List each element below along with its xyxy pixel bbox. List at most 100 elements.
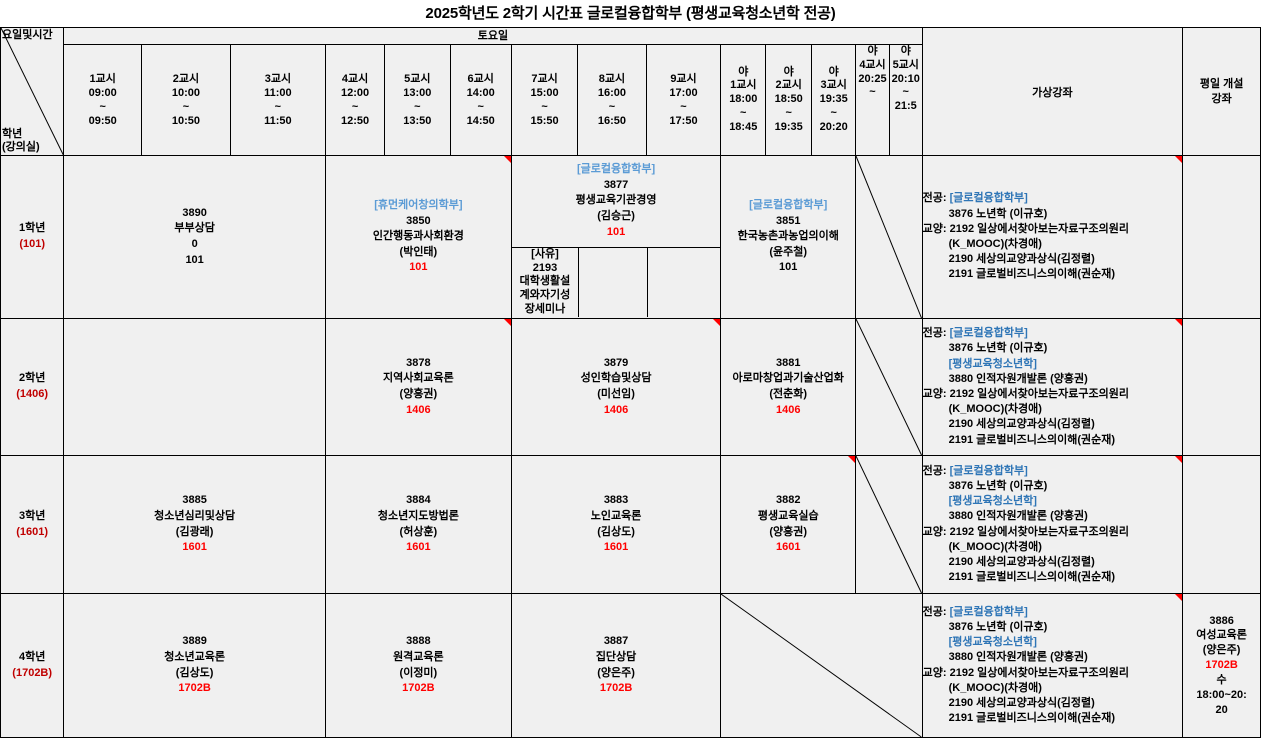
course-cell-3-1[interactable]: 3885 청소년심리및상담 (김광래) 1601 xyxy=(63,455,326,594)
virtual-course-cell-2[interactable]: 전공: [글로컬융합학부] 3876 노년학 (이규호) [평생교육청소년학] … xyxy=(921,318,1184,456)
major-label: 전공: xyxy=(922,464,947,477)
saturday-header: 토요일 xyxy=(63,27,923,45)
course-cell-1-2[interactable]: [휴먼케어창의학부] 3850 인간행동과사회환경 (박인태) 101 xyxy=(324,155,512,319)
weekday-course-cell-4[interactable]: 3886 여성교육론 (양은주) 1702B 수 18:00~20: 20 xyxy=(1182,593,1261,738)
page-title: 2025학년도 2학기 시간표 글로컬융합학부 (평생교육청소년학 전공) xyxy=(425,5,836,22)
course-name: 원격교육론 xyxy=(393,650,444,663)
course-cell-1-3[interactable]: [글로컬융합학부] 3877 평생교육기관경영 (김승근) 101 xyxy=(512,156,720,248)
course-department: [글로컬융합학부] xyxy=(576,163,656,176)
course-cell-1-1[interactable]: 3890 부부상담 0 101 xyxy=(63,155,326,319)
night-period-header-5: 야 5교시 20:10 ~ 21:5 xyxy=(888,44,923,156)
period-tilde: ~ xyxy=(541,101,548,113)
period-start: 12:00 xyxy=(340,86,370,99)
course-code: 3886 xyxy=(1209,614,1234,627)
period-end: 21:5 xyxy=(894,100,917,112)
course-name: 청소년심리및상담 xyxy=(154,509,236,522)
course-day: 수 xyxy=(1216,673,1227,686)
strikethrough-diagonal-icon xyxy=(856,156,922,318)
ge-course: 2190 세상의교양과상식(김정렬) xyxy=(948,555,1095,568)
period-header-9: 9교시 17:00 ~ 17:50 xyxy=(645,44,722,156)
course-name: 인간행동과사회환경 xyxy=(372,230,464,243)
empty-cell[interactable] xyxy=(646,246,720,317)
course-time-2: 20 xyxy=(1215,703,1228,716)
year-cell-2: 2학년 (1406) xyxy=(0,318,65,456)
virtual-course-header: 가상강좌 xyxy=(921,27,1184,156)
ge-course: (K_MOOC)(차경애) xyxy=(948,238,1042,250)
course-professor: (양흥권) xyxy=(399,388,438,400)
empty-cell-2-1[interactable] xyxy=(63,318,326,456)
weekday-course-cell-2[interactable] xyxy=(1182,318,1261,456)
period-name: 6교시 xyxy=(467,72,494,85)
table-row: 1학년 (101) 3890 부부상담 0 101 [휴먼케어창의학부] 385… xyxy=(0,155,1261,319)
period-name: 3교시 xyxy=(264,72,292,85)
period-header-2: 2교시 10:00 ~ 10:50 xyxy=(141,44,231,156)
course-cell-4-1[interactable]: 3889 청소년교육론 (김상도) 1702B xyxy=(63,593,326,738)
virtual-course-cell-3[interactable]: 전공: [글로컬융합학부] 3876 노년학 (이규호) [평생교육청소년학] … xyxy=(921,455,1184,594)
course-code: 3881 xyxy=(775,356,801,369)
sub-department: [평생교육청소년학] xyxy=(948,357,1037,370)
ge-label: 교양: xyxy=(922,222,947,235)
course-code: 3888 xyxy=(406,635,431,648)
period-start: 14:00 xyxy=(466,86,495,99)
period-name: 1교시 xyxy=(730,79,757,92)
comment-marker-icon xyxy=(1175,319,1182,326)
course-cell-2-3[interactable]: 3879 성인학습및상담 (미선임) 1406 xyxy=(510,318,722,456)
period-tilde: ~ xyxy=(830,106,837,119)
period-name: 9교시 xyxy=(670,72,697,85)
empty-cell[interactable] xyxy=(578,246,648,317)
course-name: 청소년지도방법론 xyxy=(377,509,459,522)
year-label: 4학년 xyxy=(18,650,46,663)
course-cell-3-3[interactable]: 3883 노인교육론 (김상도) 1601 xyxy=(510,455,722,594)
ge-course-first: 2192 일상에서찾아보는자료구조의원리 xyxy=(949,388,1129,400)
year-room: (1702B) xyxy=(12,666,53,679)
course-code: 3877 xyxy=(603,178,629,191)
course-name: 노인교육론 xyxy=(590,509,642,522)
course-professor: (전춘화) xyxy=(769,388,808,400)
strikethrough-diagonal-icon xyxy=(856,319,922,455)
virtual-course-cell-4[interactable]: 전공: [글로컬융합학부] 3876 노년학 (이규호) [평생교육청소년학] … xyxy=(921,593,1184,738)
course-cell-1-3b[interactable]: [사유] 2193 대학생활설 계와자기성 장세미나 xyxy=(512,246,580,317)
year-room: (1601) xyxy=(16,525,49,538)
period-name: 5교시 xyxy=(404,72,431,85)
night-period-header-3: 야 3교시 19:35 ~ 20:20 xyxy=(811,44,857,156)
course-code: 3878 xyxy=(406,356,431,369)
course-room: 1406 xyxy=(775,403,801,416)
header-row-day: 요일및시간 학년 (강의실) 토요일 가상강좌 평일 개설 강좌 xyxy=(0,27,1261,156)
course-professor: (이정미) xyxy=(399,666,438,679)
course-name: 지역사회교육론 xyxy=(382,372,454,385)
course-cell-3-2[interactable]: 3884 청소년지도방법론 (허상훈) 1601 xyxy=(324,455,512,594)
course-professor: (김승근) xyxy=(597,210,635,223)
ge-course: 2191 글로벌비즈니스의이해(권순재) xyxy=(948,571,1116,584)
course-name: 평생교육기관경영 xyxy=(575,194,657,207)
ge-course: 2191 글로벌비즈니스의이해(권순재) xyxy=(948,268,1116,281)
virtual-course-cell-1[interactable]: 전공: [글로컬융합학부] 3876 노년학 (이규호) 교양: 2192 일상… xyxy=(921,155,1184,319)
course-professor: (김상도) xyxy=(175,666,214,679)
period-start: 09:00 xyxy=(88,86,117,99)
course-cell-4-3[interactable]: 3887 집단상담 (양은주) 1702B xyxy=(510,593,722,738)
course-department: [글로컬융합학부] xyxy=(749,198,828,211)
course-room: 1702B xyxy=(599,682,633,695)
header-row-periods: 1교시 09:00 ~ 09:50 2교시 10:00 ~ 10:50 3교시 … xyxy=(1,44,1261,156)
course-cell-3-4[interactable]: 3882 평생교육실습 (양흥권) 1601 xyxy=(720,455,857,594)
period-end: 13:50 xyxy=(403,115,432,128)
course-cell-1-4[interactable]: [글로컬융합학부] 3851 한국농촌과농업의이해 (윤주철) 101 xyxy=(720,155,857,319)
course-code: 3883 xyxy=(603,494,629,507)
course-cell-4-2[interactable]: 3888 원격교육론 (이정미) 1702B xyxy=(324,593,512,738)
night-prefix: 야 xyxy=(783,65,794,78)
course-name-line1: 대학생활설 xyxy=(519,275,571,288)
ge-label: 교양: xyxy=(922,388,947,400)
weekday-course-cell-1[interactable] xyxy=(1182,155,1261,319)
weekday-course-header: 평일 개설 강좌 xyxy=(1182,27,1261,156)
weekday-course-cell-3[interactable] xyxy=(1182,455,1261,594)
course-cell-2-4[interactable]: 3881 아로마창업과기술산업화 (전춘화) 1406 xyxy=(720,318,857,456)
course-code: 3879 xyxy=(603,356,629,369)
period-tilde: ~ xyxy=(680,101,687,113)
period-tilde: ~ xyxy=(414,101,421,113)
comment-marker-icon xyxy=(1175,594,1182,601)
course-cell-2-2[interactable]: 3878 지역사회교육론 (양흥권) 1406 xyxy=(324,318,512,456)
period-end: 11:50 xyxy=(264,115,292,128)
period-name: 8교시 xyxy=(598,72,626,85)
period-tilde: ~ xyxy=(99,101,106,113)
period-header-5: 5교시 13:00 ~ 13:50 xyxy=(384,44,451,156)
